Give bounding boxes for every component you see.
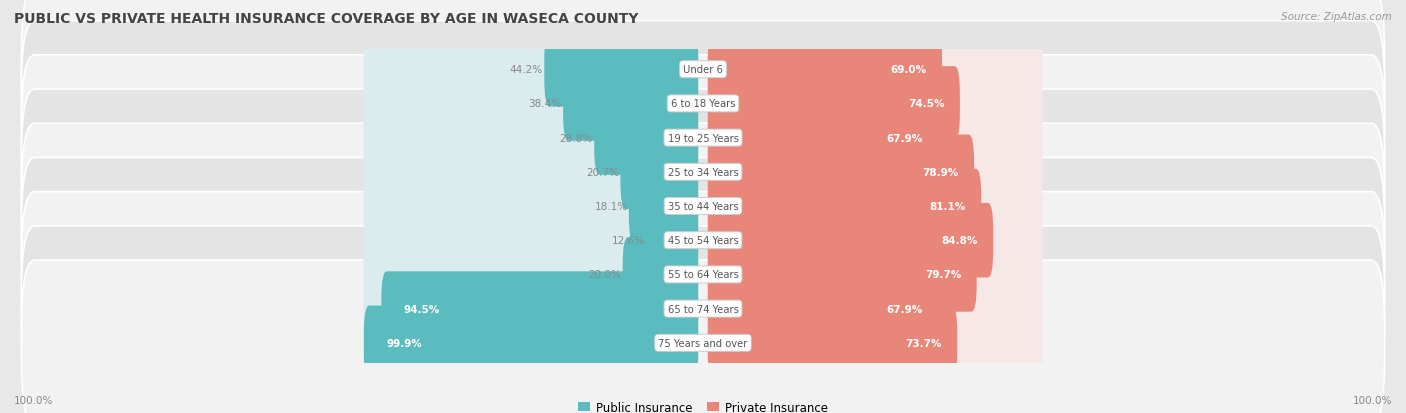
FancyBboxPatch shape (707, 33, 1042, 107)
Text: 67.9%: 67.9% (887, 133, 922, 143)
Text: 45 to 54 Years: 45 to 54 Years (668, 236, 738, 246)
FancyBboxPatch shape (364, 272, 699, 346)
FancyBboxPatch shape (620, 135, 699, 209)
Text: 18.1%: 18.1% (595, 202, 627, 211)
Text: 78.9%: 78.9% (922, 167, 959, 177)
FancyBboxPatch shape (364, 33, 699, 107)
Text: 6 to 18 Years: 6 to 18 Years (671, 99, 735, 109)
FancyBboxPatch shape (707, 101, 1042, 176)
FancyBboxPatch shape (707, 135, 974, 209)
FancyBboxPatch shape (364, 237, 699, 312)
FancyBboxPatch shape (21, 261, 1385, 413)
FancyBboxPatch shape (628, 169, 699, 244)
FancyBboxPatch shape (707, 237, 1042, 312)
FancyBboxPatch shape (707, 101, 938, 176)
Text: 69.0%: 69.0% (890, 65, 927, 75)
FancyBboxPatch shape (364, 169, 699, 244)
Text: 81.1%: 81.1% (929, 202, 966, 211)
FancyBboxPatch shape (364, 204, 699, 278)
Text: 12.6%: 12.6% (612, 236, 645, 246)
Text: 44.2%: 44.2% (510, 65, 543, 75)
Text: 79.7%: 79.7% (925, 270, 962, 280)
FancyBboxPatch shape (707, 306, 957, 380)
FancyBboxPatch shape (21, 124, 1385, 289)
FancyBboxPatch shape (21, 21, 1385, 187)
FancyBboxPatch shape (707, 67, 1042, 141)
Text: 84.8%: 84.8% (942, 236, 977, 246)
FancyBboxPatch shape (364, 67, 699, 141)
Text: PUBLIC VS PRIVATE HEALTH INSURANCE COVERAGE BY AGE IN WASECA COUNTY: PUBLIC VS PRIVATE HEALTH INSURANCE COVER… (14, 12, 638, 26)
FancyBboxPatch shape (595, 101, 699, 176)
FancyBboxPatch shape (21, 0, 1385, 152)
Text: 38.4%: 38.4% (529, 99, 562, 109)
FancyBboxPatch shape (21, 226, 1385, 392)
FancyBboxPatch shape (707, 67, 960, 141)
Text: 65 to 74 Years: 65 to 74 Years (668, 304, 738, 314)
FancyBboxPatch shape (623, 237, 699, 312)
Text: Under 6: Under 6 (683, 65, 723, 75)
FancyBboxPatch shape (707, 33, 942, 107)
FancyBboxPatch shape (364, 306, 699, 380)
Text: 20.7%: 20.7% (586, 167, 619, 177)
FancyBboxPatch shape (21, 90, 1385, 255)
FancyBboxPatch shape (707, 169, 1042, 244)
Legend: Public Insurance, Private Insurance: Public Insurance, Private Insurance (578, 401, 828, 413)
Text: 100.0%: 100.0% (1353, 395, 1392, 405)
Text: 100.0%: 100.0% (14, 395, 53, 405)
FancyBboxPatch shape (364, 101, 699, 176)
Text: 20.0%: 20.0% (589, 270, 621, 280)
FancyBboxPatch shape (707, 306, 1042, 380)
FancyBboxPatch shape (364, 306, 699, 380)
Text: 99.9%: 99.9% (387, 338, 422, 348)
FancyBboxPatch shape (647, 204, 699, 278)
FancyBboxPatch shape (364, 135, 699, 209)
FancyBboxPatch shape (707, 272, 1042, 346)
Text: 28.8%: 28.8% (560, 133, 593, 143)
FancyBboxPatch shape (707, 237, 977, 312)
FancyBboxPatch shape (707, 204, 1042, 278)
FancyBboxPatch shape (707, 204, 993, 278)
Text: 94.5%: 94.5% (404, 304, 440, 314)
Text: 55 to 64 Years: 55 to 64 Years (668, 270, 738, 280)
Text: 25 to 34 Years: 25 to 34 Years (668, 167, 738, 177)
Text: 19 to 25 Years: 19 to 25 Years (668, 133, 738, 143)
FancyBboxPatch shape (544, 33, 699, 107)
FancyBboxPatch shape (21, 56, 1385, 221)
FancyBboxPatch shape (381, 272, 699, 346)
Text: 74.5%: 74.5% (908, 99, 945, 109)
FancyBboxPatch shape (21, 158, 1385, 323)
Text: 67.9%: 67.9% (887, 304, 922, 314)
FancyBboxPatch shape (562, 67, 699, 141)
Text: 35 to 44 Years: 35 to 44 Years (668, 202, 738, 211)
FancyBboxPatch shape (21, 192, 1385, 357)
Text: 73.7%: 73.7% (905, 338, 942, 348)
FancyBboxPatch shape (707, 169, 981, 244)
Text: Source: ZipAtlas.com: Source: ZipAtlas.com (1281, 12, 1392, 22)
Text: 75 Years and over: 75 Years and over (658, 338, 748, 348)
FancyBboxPatch shape (707, 135, 1042, 209)
FancyBboxPatch shape (707, 272, 938, 346)
